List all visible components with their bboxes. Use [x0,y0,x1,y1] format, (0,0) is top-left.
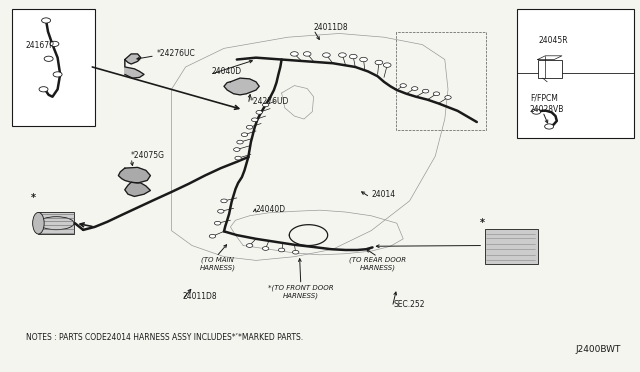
Circle shape [375,60,383,65]
Circle shape [262,103,269,107]
Circle shape [545,124,554,129]
Circle shape [234,148,240,151]
Polygon shape [118,167,150,183]
Circle shape [422,89,429,93]
Text: *24276UD: *24276UD [250,97,289,106]
Ellipse shape [38,217,74,230]
Circle shape [221,199,227,203]
Circle shape [241,133,248,137]
Text: 24011D8: 24011D8 [182,292,217,301]
Circle shape [53,72,62,77]
Text: 24045R: 24045R [539,36,568,45]
Circle shape [252,118,258,122]
Text: F/FPCM: F/FPCM [530,93,558,102]
Text: 24167P: 24167P [26,41,54,50]
Circle shape [339,53,346,57]
Text: 24011D8: 24011D8 [314,23,348,32]
Circle shape [262,247,269,250]
Circle shape [50,41,59,46]
Text: *(TO FRONT DOOR
HARNESS): *(TO FRONT DOOR HARNESS) [268,285,333,299]
Circle shape [349,54,357,59]
Text: 24040D: 24040D [256,205,286,214]
Circle shape [246,125,253,129]
Bar [517,9,634,138]
Circle shape [278,248,285,252]
Bar [38,212,74,234]
Circle shape [44,56,53,61]
Circle shape [445,96,451,99]
Circle shape [39,87,48,92]
Text: (TO REAR DOOR
HARNESS): (TO REAR DOOR HARNESS) [349,257,406,271]
Text: *: * [31,193,36,203]
Circle shape [214,221,221,225]
Circle shape [291,52,298,56]
Text: SEC.252: SEC.252 [394,300,425,309]
Circle shape [256,110,262,114]
Circle shape [218,209,224,213]
Circle shape [360,57,367,62]
Text: *24276UC: *24276UC [157,49,196,58]
Circle shape [292,250,299,254]
Bar [538,60,562,78]
Text: J2400BWT: J2400BWT [575,344,621,353]
Text: (TO MAIN
HARNESS): (TO MAIN HARNESS) [200,257,236,271]
Circle shape [532,109,541,114]
Polygon shape [125,54,144,78]
Polygon shape [125,182,150,196]
Text: 24028VB: 24028VB [530,105,564,113]
Text: *: * [480,218,485,228]
Circle shape [323,53,330,57]
Text: 24040D: 24040D [211,67,241,76]
Circle shape [303,52,311,56]
Polygon shape [224,78,259,95]
Text: NOTES : PARTS CODE24014 HARNESS ASSY INCLUDES*’*MARKED PARTS.: NOTES : PARTS CODE24014 HARNESS ASSY INC… [26,333,303,342]
Circle shape [209,234,216,238]
Circle shape [246,244,253,247]
Circle shape [383,63,391,67]
Circle shape [412,87,418,90]
Circle shape [400,84,406,87]
Bar [12,9,95,126]
Circle shape [237,140,243,144]
Circle shape [42,18,51,23]
Bar [485,229,538,264]
Ellipse shape [33,212,44,234]
Circle shape [235,156,241,160]
Text: *24075G: *24075G [131,151,165,160]
Circle shape [433,92,440,96]
Text: 24014: 24014 [371,190,396,199]
